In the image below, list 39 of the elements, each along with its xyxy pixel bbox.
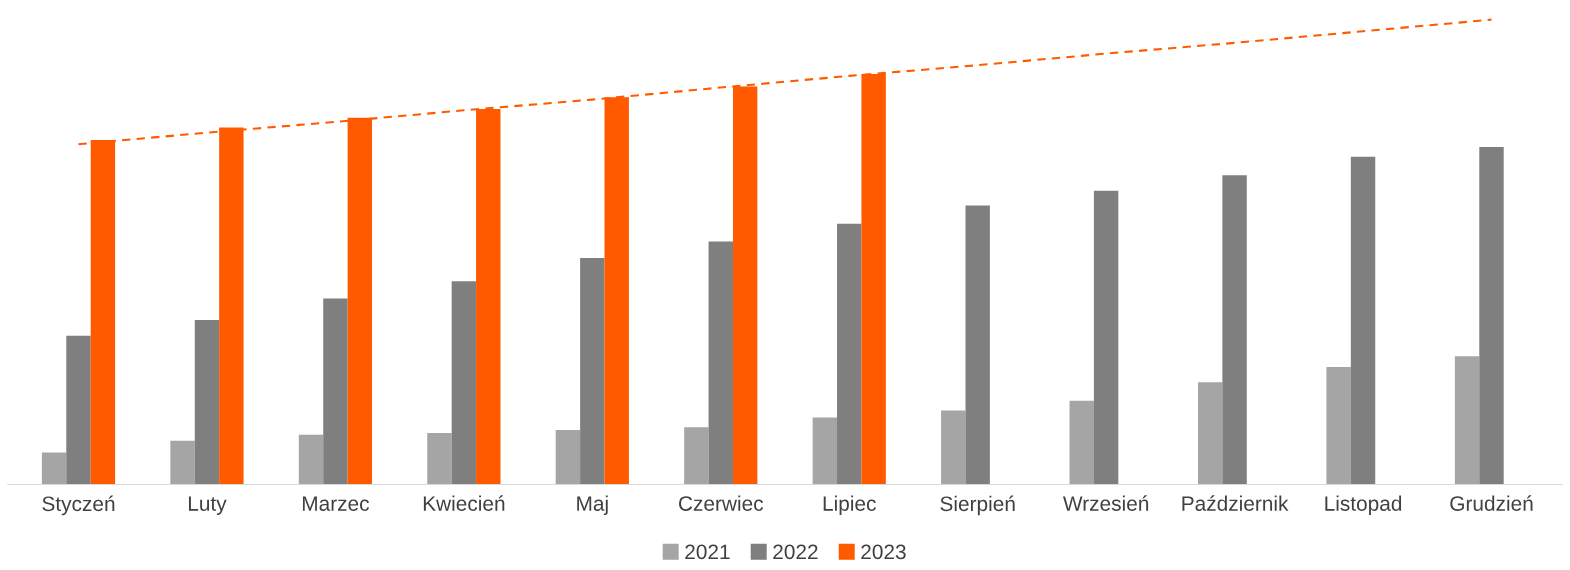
bar: [427, 432, 452, 485]
bar: [194, 319, 220, 485]
bar: [1197, 382, 1223, 485]
bar: [66, 335, 91, 485]
bar: [1069, 400, 1094, 485]
bar: [41, 452, 67, 485]
x-tick-label: Styczeń: [42, 495, 115, 516]
bar: [555, 430, 581, 485]
x-tick-label: Sierpień: [940, 495, 1015, 516]
bar: [708, 241, 733, 485]
x-tick-label: Maj: [577, 495, 608, 516]
x-tick-label: Wrzesień: [1063, 495, 1149, 511]
bar: [1479, 147, 1504, 485]
legend-label: 2021: [685, 544, 730, 560]
x-tick-label: Czerwiec: [679, 495, 764, 511]
bar: [298, 434, 324, 485]
x-tick-label: Listopad: [1325, 495, 1402, 516]
bar: [1093, 190, 1119, 485]
bar: [941, 410, 966, 485]
x-tick-label: Marzec: [302, 496, 370, 511]
bar: [965, 205, 990, 485]
bar: [323, 298, 348, 485]
x-tick-label: Październik: [1182, 495, 1289, 511]
bar: [1222, 175, 1247, 485]
bar: [1454, 356, 1480, 485]
bar: [170, 440, 195, 485]
bar: [812, 417, 838, 485]
x-tick-label: Grudzień: [1450, 495, 1533, 511]
bar: [1326, 366, 1351, 485]
legend-label: 2023: [861, 544, 906, 560]
bar: [580, 258, 605, 485]
bar: [1350, 156, 1376, 485]
x-tick-label: Lipiec: [823, 495, 876, 516]
bar: [451, 281, 477, 485]
x-tick-label: Kwiecień: [423, 495, 505, 511]
bar: [837, 223, 862, 485]
x-tick-label: Luty: [188, 496, 227, 516]
legend-label: 2022: [773, 544, 818, 560]
bar: [684, 427, 709, 485]
